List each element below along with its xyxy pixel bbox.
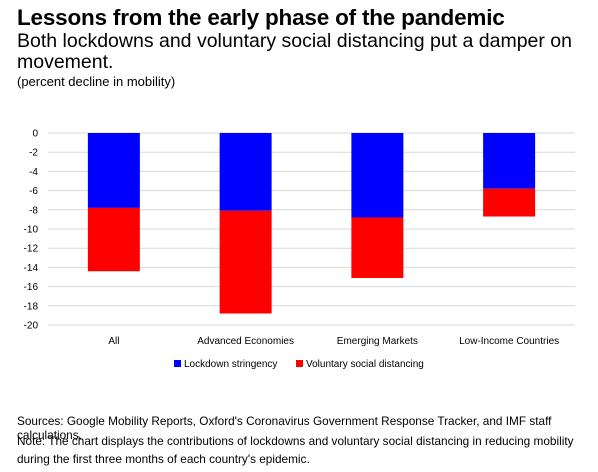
unit-label: (percent decline in mobility): [17, 74, 176, 89]
bar-lockdown-0: [87, 133, 140, 208]
chart-subtitle: Both lockdowns and voluntary social dist…: [17, 30, 572, 73]
legend-label: Lockdown stringency: [184, 359, 277, 370]
y-tick-label: -6: [29, 186, 38, 197]
x-category-label: Advanced Economies: [197, 336, 294, 347]
bar-lockdown-2: [351, 133, 404, 218]
y-tick-label: -10: [24, 225, 39, 236]
bar-voluntary-0: [87, 207, 140, 272]
chart-area: 0 -2 -4 -6 -8 -10 -12 -14 -16 -18 -20 All Advanced …: [24, 129, 575, 370]
bar-voluntary-3: [483, 188, 536, 217]
legend-swatch: [296, 360, 303, 367]
bar-voluntary-2: [351, 217, 404, 278]
legend: Lockdown stringency Voluntary social dist…: [174, 359, 424, 370]
y-tick-label: -12: [24, 244, 39, 255]
bar-voluntary-1: [219, 210, 272, 314]
x-axis-labels: All Advanced Economies Emerging Markets Low…: [108, 336, 559, 347]
sources-text: Sources: Google Mobility Reports, Oxford…: [17, 414, 552, 442]
x-category-label: Low-Income Countries: [459, 336, 559, 347]
y-tick-label: 0: [32, 129, 38, 140]
y-tick-label: -16: [24, 282, 39, 293]
bar-lockdown-1: [219, 133, 272, 211]
x-category-label: All: [108, 336, 119, 347]
y-tick-label: -2: [29, 148, 38, 159]
legend-swatch: [174, 360, 181, 367]
y-tick-label: -14: [24, 263, 39, 274]
y-tick-label: -8: [29, 205, 38, 216]
chart-title: Lessons from the early phase of the pand…: [17, 5, 505, 30]
x-category-label: Emerging Markets: [337, 336, 418, 347]
y-tick-label: -20: [24, 321, 39, 332]
note-text: Note: The chart displays the contributio…: [17, 434, 574, 466]
legend-label: Voluntary social distancing: [306, 359, 424, 370]
bar-lockdown-3: [483, 133, 536, 189]
bars: [87, 133, 536, 314]
y-tick-label: -4: [29, 167, 38, 178]
y-axis-ticks: 0 -2 -4 -6 -8 -10 -12 -14 -16 -18 -20: [24, 129, 39, 332]
y-tick-label: -18: [24, 301, 39, 312]
